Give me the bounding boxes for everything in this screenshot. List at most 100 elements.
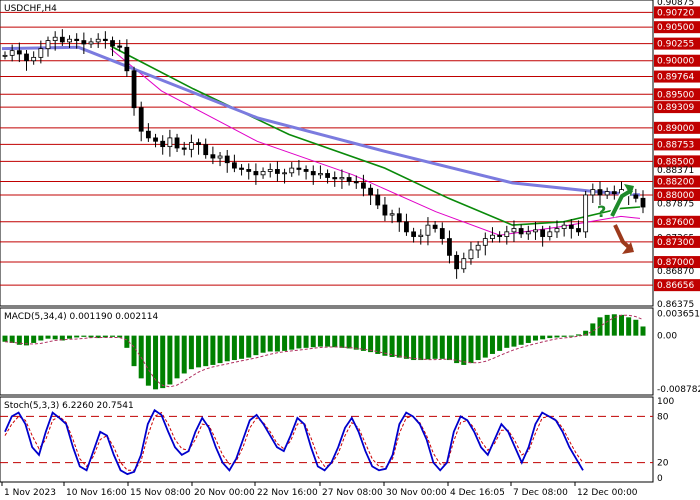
price-tick-label: 0.86870	[657, 267, 694, 277]
macd-bar	[368, 335, 374, 353]
candle-body	[81, 40, 87, 45]
macd-bar	[561, 335, 567, 337]
macd-bar	[590, 323, 596, 336]
macd-bar	[568, 335, 574, 337]
candle-body	[382, 204, 388, 216]
macd-bar	[2, 335, 8, 342]
candle-body	[224, 155, 230, 164]
macd-bar	[282, 335, 288, 351]
stoch-tick-label: 80	[657, 412, 669, 422]
candle-body	[174, 137, 180, 149]
price-tick-label: 0.89309	[657, 103, 694, 113]
candle-body	[59, 36, 65, 43]
candle-body	[511, 228, 517, 233]
macd-bar	[575, 334, 581, 336]
candle-body	[167, 137, 173, 148]
macd-bar	[174, 335, 180, 379]
price-label-box	[654, 37, 700, 50]
price-tick-label: 0.88500	[657, 157, 694, 167]
price-label-box	[654, 70, 700, 83]
candle-body	[296, 167, 302, 170]
candle-body	[239, 167, 244, 170]
candle-body	[325, 173, 330, 178]
price-label-box	[654, 88, 700, 101]
price-tick-label: 0.90255	[657, 40, 694, 50]
macd-bar	[360, 335, 366, 351]
candle-body	[16, 50, 22, 55]
macd-bar	[504, 335, 510, 348]
macd-bar	[389, 335, 395, 357]
candle-body	[418, 234, 424, 237]
macd-bar	[188, 335, 194, 370]
macd-bar	[382, 335, 388, 356]
candle-body	[24, 53, 29, 62]
price-tick-label: 0.87000	[657, 258, 694, 268]
price-chart-title: USDCHF,H4	[4, 4, 57, 14]
time-tick-label: 12 Dec 00:00	[577, 488, 638, 498]
candle-body	[547, 231, 553, 237]
candle-body	[203, 144, 209, 156]
candle-body	[353, 181, 359, 184]
macd-bar	[604, 314, 610, 336]
candle-body	[533, 229, 538, 233]
price-tick-label: 0.87300	[657, 238, 694, 248]
stoch-title: Stoch(5,3,3) 6.2260 20.7541	[4, 401, 134, 411]
candle-body	[604, 191, 610, 196]
price-tick-label: 0.89000	[657, 124, 694, 134]
ma-magenta-line	[110, 48, 641, 236]
candle-body	[188, 142, 194, 150]
candle-body	[196, 142, 201, 146]
macd-bar	[210, 335, 216, 365]
price-tick-label: 0.90875	[657, 0, 694, 8]
macd-bar	[554, 335, 560, 338]
candle-body	[303, 169, 309, 172]
macd-bar	[468, 335, 474, 364]
macd-bar	[45, 335, 51, 339]
time-tick-label: 1 Nov 2023	[4, 488, 56, 498]
candle-body	[267, 169, 273, 172]
macd-bar	[181, 335, 187, 374]
macd-bar	[518, 335, 524, 345]
macd-bar	[461, 335, 467, 365]
candle-body	[554, 228, 560, 233]
price-label-box	[654, 138, 700, 151]
macd-bar	[475, 335, 481, 361]
candle-body	[52, 36, 58, 41]
candle-body	[2, 54, 8, 57]
price-label-box	[654, 6, 700, 19]
candle-body	[45, 40, 51, 50]
price-label-box	[654, 215, 700, 228]
macd-bar	[131, 335, 137, 367]
candles	[2, 29, 646, 279]
candle-body	[404, 221, 409, 233]
candle-body	[110, 40, 115, 47]
candle-body	[468, 249, 474, 260]
candle-body	[525, 231, 531, 235]
candle-body	[540, 229, 546, 237]
candle-body	[597, 189, 603, 196]
macd-bar	[353, 335, 359, 350]
price-tick-label: 0.86656	[657, 281, 694, 291]
candle-body	[640, 197, 646, 208]
macd-bar	[626, 317, 632, 336]
candle-body	[253, 171, 259, 176]
macd-bar	[633, 319, 639, 336]
candle-body	[124, 46, 130, 72]
moving-averages	[1, 45, 641, 236]
macd-bar	[303, 335, 309, 348]
candle-body	[576, 228, 581, 233]
price-tick-label: 0.86375	[657, 300, 694, 310]
candle-body	[310, 171, 316, 176]
candle-body	[590, 189, 596, 196]
candle-body	[475, 244, 481, 251]
candle-body	[102, 38, 108, 41]
price-label-box	[654, 235, 700, 248]
macd-axis: 0.003651 0.00 -0.008782	[657, 309, 700, 395]
question-mark-icon: ?	[597, 202, 606, 221]
macd-bar	[396, 335, 402, 358]
candle-body	[389, 213, 395, 216]
candle-body	[145, 130, 151, 139]
macd-tick-label: 0.00	[657, 332, 677, 342]
